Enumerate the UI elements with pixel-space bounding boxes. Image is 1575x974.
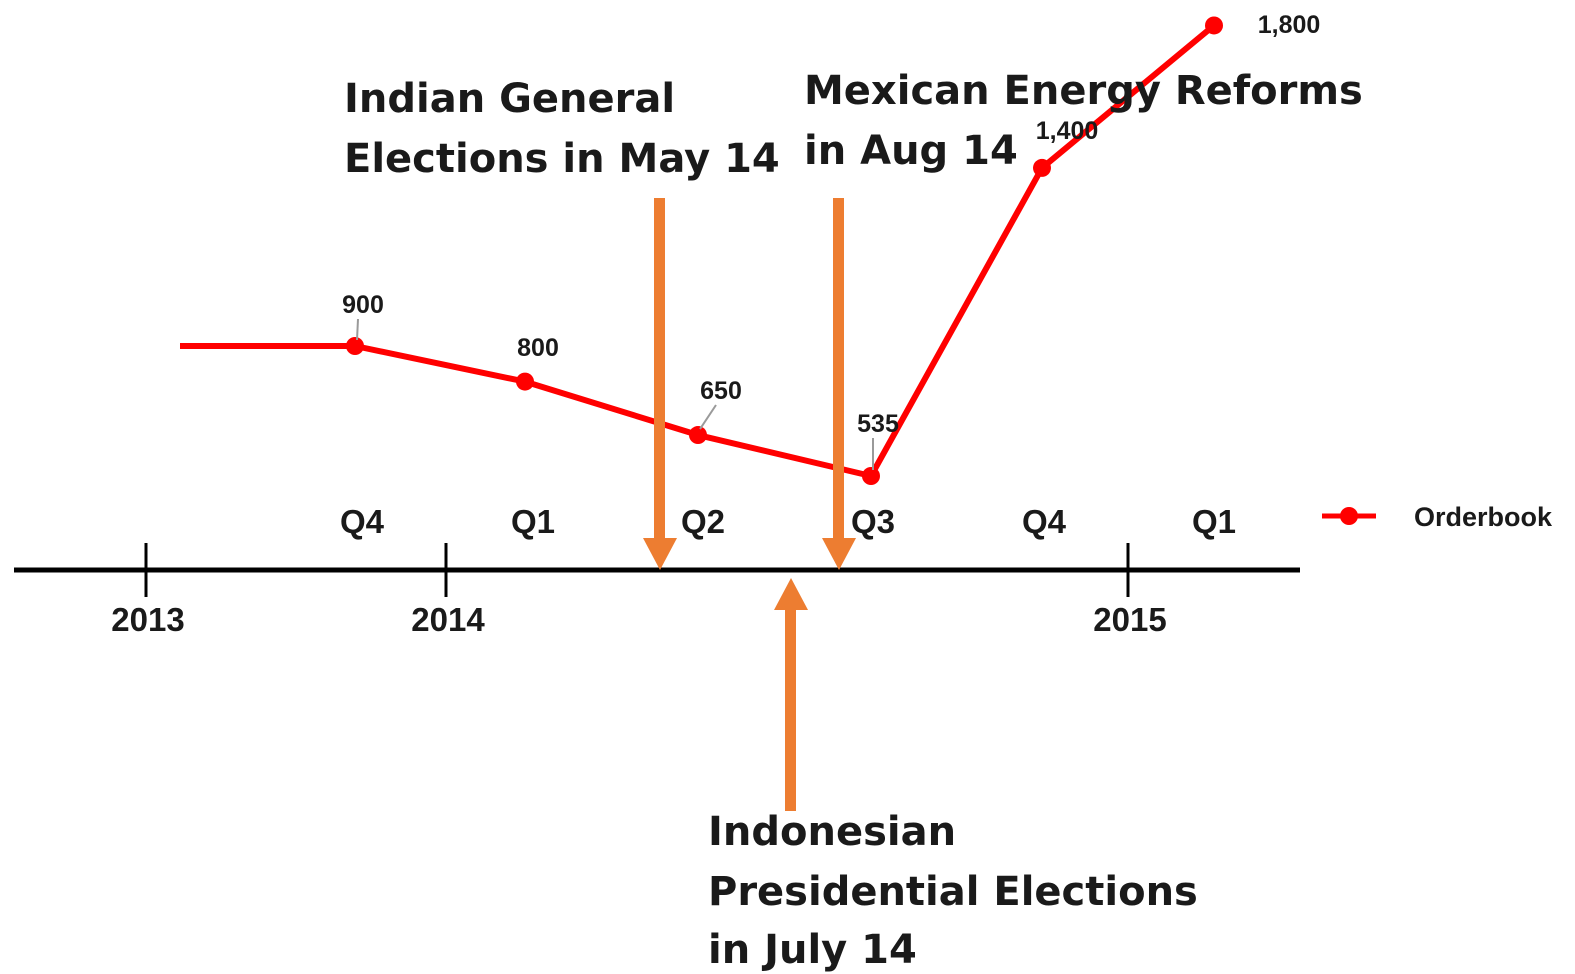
data-label: 900 — [342, 291, 384, 319]
data-point — [1205, 16, 1223, 35]
year-label-2015: 2015 — [1093, 601, 1166, 638]
legend: Orderbook — [1322, 502, 1553, 532]
annotation-line: in Aug 14 — [804, 128, 1018, 174]
quarter-label: Q2 — [681, 503, 725, 540]
data-point — [689, 426, 707, 445]
quarter-label: Q4 — [1022, 503, 1067, 540]
data-label: 800 — [517, 334, 559, 362]
annotation-line: Elections in May 14 — [344, 136, 780, 182]
data-label: 1,800 — [1258, 11, 1321, 39]
annotation-line: Presidential Elections — [708, 869, 1198, 915]
data-label-leader — [699, 404, 717, 430]
quarter-label: Q1 — [1192, 503, 1236, 540]
legend-label: Orderbook — [1414, 502, 1553, 532]
data-point — [346, 337, 364, 355]
data-label: 1,400 — [1036, 117, 1099, 145]
data-label: 650 — [700, 377, 742, 405]
annotation-line: Mexican Energy Reforms — [804, 68, 1363, 114]
arrow-indian-elections — [643, 198, 677, 570]
quarter-label: Q1 — [511, 503, 555, 540]
quarter-label: Q3 — [851, 503, 895, 540]
orderbook-series — [180, 16, 1223, 485]
annotation-indian-elections: Indian General Elections in May 14 — [344, 76, 780, 182]
arrow-indonesian-elections — [774, 578, 808, 811]
series-line — [354, 23, 1216, 479]
annotation-line: in July 14 — [708, 927, 917, 973]
data-point — [1033, 158, 1051, 177]
quarter-label: Q4 — [340, 503, 385, 540]
data-label-leader — [356, 318, 359, 341]
data-point — [516, 372, 534, 391]
annotation-line: Indonesian — [708, 809, 956, 855]
data-label: 535 — [857, 410, 899, 438]
annotation-mexican-reforms: Mexican Energy Reforms in Aug 14 — [804, 68, 1377, 174]
annotation-line: Indian General — [344, 76, 675, 122]
data-point — [862, 467, 880, 485]
annotation-indonesian-elections: Indonesian Presidential Elections in Jul… — [708, 809, 1212, 973]
legend-marker-swatch — [1340, 507, 1358, 525]
year-label-2014: 2014 — [411, 601, 485, 638]
arrow-mexican-reforms — [822, 198, 856, 570]
data-labels: 900 800 650 535 1,400 1,800 — [342, 11, 1320, 470]
year-label-2013: 2013 — [111, 601, 184, 638]
